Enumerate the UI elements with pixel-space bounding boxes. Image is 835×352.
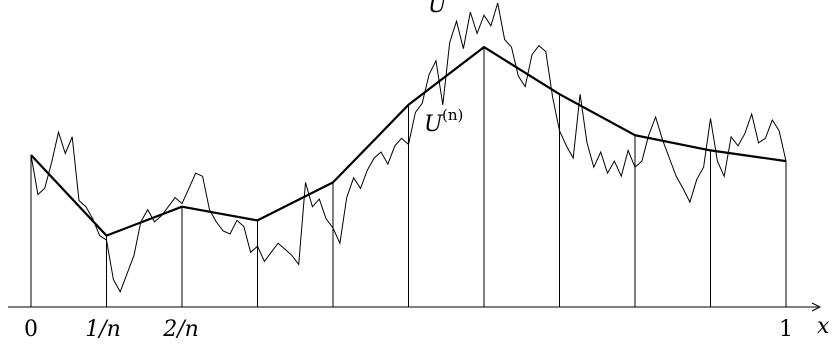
piecewise-linear-interpolant (30, 45, 787, 237)
x-axis-arrow-icon (811, 302, 822, 312)
tick-label-1-over-n: 1/n (85, 317, 121, 342)
label-U-n-base: U (424, 112, 444, 137)
tick-label-1: 1 (779, 317, 793, 342)
tick-label-0: 0 (24, 317, 38, 342)
label-U-n-superscript: (n) (442, 106, 463, 124)
x-axis-label: x (817, 314, 830, 339)
label-U-n: U (n) (424, 106, 463, 137)
brownian-path-U (30, 2, 787, 293)
tick-label-2-over-n: 2/n (162, 317, 199, 342)
grid-verticals (30, 47, 787, 307)
label-U: U (428, 0, 448, 18)
